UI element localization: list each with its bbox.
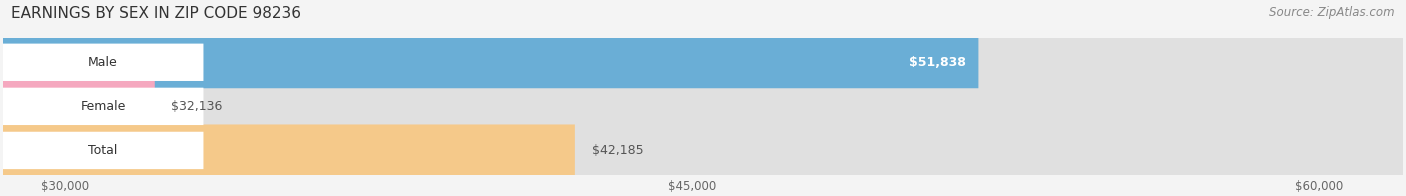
FancyBboxPatch shape [3,44,204,81]
Text: Total: Total [89,144,118,157]
Text: Female: Female [80,100,125,113]
Text: Source: ZipAtlas.com: Source: ZipAtlas.com [1270,6,1395,19]
Text: Male: Male [89,56,118,69]
Text: EARNINGS BY SEX IN ZIP CODE 98236: EARNINGS BY SEX IN ZIP CODE 98236 [11,6,301,21]
FancyBboxPatch shape [3,80,155,132]
FancyBboxPatch shape [3,36,1403,88]
FancyBboxPatch shape [3,124,575,176]
FancyBboxPatch shape [3,36,979,88]
Text: $32,136: $32,136 [172,100,224,113]
FancyBboxPatch shape [3,80,1403,132]
Text: $42,185: $42,185 [592,144,643,157]
Text: $51,838: $51,838 [910,56,966,69]
FancyBboxPatch shape [3,88,204,125]
FancyBboxPatch shape [3,132,204,169]
FancyBboxPatch shape [3,124,1403,176]
